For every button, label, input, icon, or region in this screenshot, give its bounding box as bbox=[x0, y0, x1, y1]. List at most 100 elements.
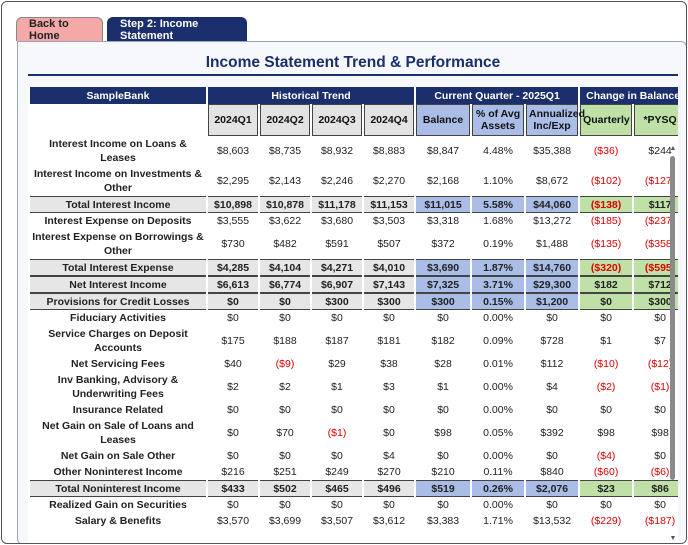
table-cell: $6,907 bbox=[312, 276, 362, 293]
row-label: Inv Banking, Advisory & Underwriting Fee… bbox=[57, 374, 179, 400]
total-row: Total Interest Expense $4,285 $4,104 $4,271… bbox=[30, 259, 678, 276]
table-cell: 0.09% bbox=[483, 335, 513, 347]
table-row: Fiduciary Activities $0 $0 $0 $0 $0 0.00% $0 $0 $… bbox=[30, 310, 678, 326]
col-pct-avg-assets: % of Avg Assets bbox=[472, 104, 525, 136]
table-row: Net Servicing Fees $40 ($9) $29 $38 $28 0.01% $… bbox=[30, 356, 678, 372]
table-cell: $2,143 bbox=[268, 175, 302, 187]
table-cell: ($237) bbox=[644, 215, 676, 227]
table-cell: $8,735 bbox=[268, 145, 302, 157]
table-cell: $13,272 bbox=[533, 215, 572, 227]
tab-income-statement[interactable]: Step 2: Income Statement bbox=[107, 17, 247, 42]
table-cell: 0.00% bbox=[483, 499, 513, 511]
historical-trend-header: Historical Trend bbox=[208, 87, 415, 104]
table-cell: $216 bbox=[221, 466, 245, 478]
table-cell: 0.01% bbox=[483, 358, 513, 370]
table-cell: ($1) bbox=[650, 381, 670, 393]
table-cell: $10,898 bbox=[208, 196, 258, 213]
table-row: Other Noninterest Income $216 $251 $249 $270… bbox=[30, 464, 678, 480]
vertical-scrollbar[interactable]: ▲ ▼ bbox=[669, 145, 677, 543]
table-cell: $2,076 bbox=[526, 480, 579, 497]
total-row: Net Interest Income $6,613 $6,774 $6,907 $7,… bbox=[30, 276, 678, 293]
row-label: Insurance Related bbox=[72, 404, 164, 416]
col-annualized: Annualized Inc/Exp bbox=[526, 104, 585, 136]
table-cell: ($320) bbox=[580, 259, 633, 276]
table-cell: 1.87% bbox=[472, 259, 525, 276]
table-cell: $4,271 bbox=[312, 259, 362, 276]
row-label: Provisions for Credit Losses bbox=[30, 293, 206, 310]
table-cell: $433 bbox=[208, 480, 258, 497]
income-table-container[interactable]: SampleBank Historical Trend Current Quar… bbox=[28, 87, 678, 543]
table-cell: $210 bbox=[431, 466, 455, 478]
table-cell: $840 bbox=[540, 466, 564, 478]
table-cell: $117 bbox=[634, 196, 678, 213]
table-cell: $11,178 bbox=[312, 196, 362, 213]
table-cell: $300 bbox=[416, 293, 471, 310]
label-column-header bbox=[30, 104, 206, 136]
table-cell: $28 bbox=[434, 358, 452, 370]
table-cell: $3,318 bbox=[426, 215, 460, 227]
table-cell: $7,143 bbox=[364, 276, 415, 293]
table-cell: $300 bbox=[364, 293, 415, 310]
table-cell: ($1) bbox=[327, 427, 347, 439]
row-label: Total Interest Expense bbox=[30, 259, 206, 276]
table-cell: $0 bbox=[331, 450, 343, 462]
row-label: Net Servicing Fees bbox=[71, 358, 165, 370]
table-cell: $14,760 bbox=[526, 259, 579, 276]
table-cell: $4,010 bbox=[364, 259, 415, 276]
table-cell: $0 bbox=[546, 312, 558, 324]
table-row: Net Gain on Sale Other $0 $0 $0 $4 $0 0.00% $0 (… bbox=[30, 448, 678, 464]
bank-name-header: SampleBank bbox=[30, 87, 206, 104]
table-cell: $372 bbox=[431, 238, 455, 250]
table-cell: $730 bbox=[221, 238, 245, 250]
table-cell: ($358) bbox=[644, 238, 676, 250]
table-cell: $35,388 bbox=[533, 145, 572, 157]
table-cell: $11,015 bbox=[416, 196, 471, 213]
table-cell: $502 bbox=[260, 480, 310, 497]
table-row: Inv Banking, Advisory & Underwriting Fee… bbox=[30, 372, 678, 402]
table-cell: ($9) bbox=[275, 358, 295, 370]
table-cell: $251 bbox=[273, 466, 297, 478]
table-cell: $4 bbox=[546, 381, 558, 393]
table-cell: $0 bbox=[227, 404, 239, 416]
tab-back-to-home[interactable]: Back to Home bbox=[16, 17, 103, 42]
table-cell: $182 bbox=[431, 335, 455, 347]
table-row: Service Charges on Deposit Accounts $175 $… bbox=[30, 326, 678, 356]
table-cell: $0 bbox=[437, 404, 449, 416]
table-cell: ($229) bbox=[590, 515, 622, 527]
table-cell: $300 bbox=[312, 293, 362, 310]
table-cell: $0 bbox=[437, 499, 449, 511]
row-label: Interest Expense on Deposits bbox=[44, 215, 192, 227]
table-cell: $0 bbox=[331, 404, 343, 416]
table-cell: ($185) bbox=[590, 215, 622, 227]
table-cell: $519 bbox=[416, 480, 471, 497]
table-cell: $728 bbox=[540, 335, 564, 347]
table-cell: $4,285 bbox=[208, 259, 258, 276]
table-cell: 5.58% bbox=[472, 196, 525, 213]
table-cell: ($4) bbox=[596, 450, 616, 462]
table-row: Insurance Related $0 $0 $0 $0 $0 0.00% $0 $0 $0 bbox=[30, 402, 678, 418]
table-cell: $270 bbox=[377, 466, 401, 478]
table-cell: ($187) bbox=[644, 515, 676, 527]
table-cell: $181 bbox=[377, 335, 401, 347]
table-cell: $29,300 bbox=[526, 276, 579, 293]
table-row: Salary & Benefits $3,570 $3,699 $3,507 $3,61… bbox=[30, 513, 678, 529]
table-cell: ($12) bbox=[647, 358, 673, 370]
table-cell: $23 bbox=[580, 480, 633, 497]
table-cell: $1 bbox=[331, 381, 343, 393]
scroll-up-arrow-icon[interactable]: ▲ bbox=[669, 145, 677, 152]
table-cell: ($595) bbox=[634, 259, 678, 276]
scroll-thumb[interactable] bbox=[670, 156, 675, 480]
row-label: Interest Expense on Borrowings & Other bbox=[32, 231, 204, 257]
table-cell: $98 bbox=[651, 427, 669, 439]
col-balance: Balance bbox=[416, 104, 471, 136]
table-cell: $3,680 bbox=[320, 215, 354, 227]
table-cell: $244 bbox=[648, 145, 672, 157]
table-cell: $0 bbox=[437, 450, 449, 462]
table-cell: $3,622 bbox=[268, 215, 302, 227]
table-cell: $0 bbox=[383, 427, 395, 439]
table-cell: $0 bbox=[227, 427, 239, 439]
table-cell: $465 bbox=[312, 480, 362, 497]
table-cell: 0.00% bbox=[483, 312, 513, 324]
table-cell: $98 bbox=[597, 427, 615, 439]
scroll-down-arrow-icon[interactable]: ▼ bbox=[669, 535, 677, 542]
